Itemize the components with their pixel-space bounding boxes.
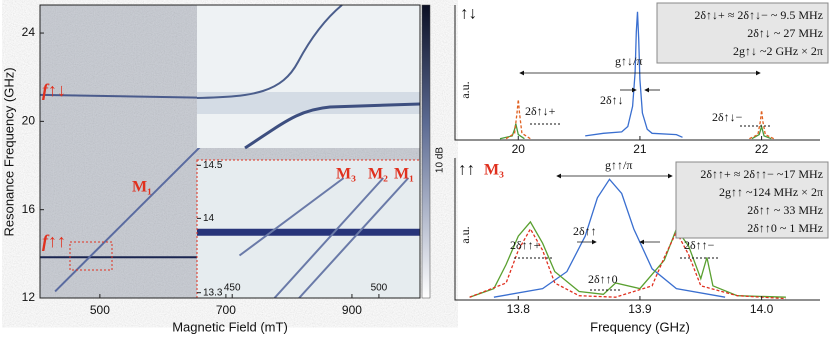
y-tick-label: 14.5 (203, 160, 223, 171)
box-text: 2g↑↓ ~2 GHz × 2π (733, 44, 823, 58)
annotation: 2δ↑↑− (684, 238, 715, 252)
data-line (469, 227, 786, 300)
y-tick-label: 13.3 (203, 287, 223, 298)
annotation: 2δ↑↑0 (588, 272, 618, 286)
box-text: 2δ↑↓ ~ 27 MHz (747, 26, 823, 40)
box-text: 2δ↑↑0 ~ 1 MHz (747, 221, 823, 235)
x-axis-title: Magnetic Field (mT) (172, 319, 288, 334)
data-line (505, 99, 531, 140)
y-axis-title: Resonance Frequency (GHz) (1, 67, 16, 236)
plot-frame (39, 4, 421, 299)
annotation: M₁ (132, 179, 152, 196)
x-tick-label: 500 (90, 303, 110, 317)
data-line (469, 220, 786, 298)
y-axis-title: a.u. (458, 81, 472, 98)
x-tick-label: 13.9 (628, 302, 652, 316)
x-tick-label: 20 (512, 142, 526, 156)
data-line (493, 178, 726, 298)
y-tick-label: 20 (22, 114, 36, 128)
colorbar (421, 4, 431, 299)
box-text: 2δ↑↓+ ≈ 2δ↑↓− ~ 9.5 MHz (694, 8, 823, 22)
y-tick-label: 12 (22, 290, 36, 304)
annotation: M₂ (368, 166, 388, 183)
x-tick-label: 22 (755, 142, 769, 156)
data-line (298, 177, 410, 298)
x-tick-label: 450 (224, 283, 241, 294)
panel-label: M₃ (484, 162, 504, 179)
x-tick-label: 900 (342, 303, 362, 317)
y-tick-label: 24 (22, 25, 36, 39)
y-tick-label: 16 (22, 202, 36, 216)
x-tick-label: 500 (371, 283, 388, 294)
data-line (238, 177, 345, 257)
data-line (273, 177, 385, 298)
info-box (675, 161, 829, 239)
y-tick-label: 14 (203, 213, 215, 224)
annotation: g↑↑/π (605, 158, 632, 172)
spectrum-bottom (469, 178, 786, 300)
data-line (585, 11, 683, 138)
x-tick-label: 21 (633, 142, 647, 156)
annotation: 2δ↑↓ (600, 93, 624, 107)
panel-label: ↑↓ (460, 3, 477, 22)
x-tick-label: 700 (216, 303, 236, 317)
box-text: 2δ↑↑+ ≈ 2δ↑↑− ~17 MHz (700, 167, 823, 181)
info-box (656, 2, 829, 64)
inset-lines (197, 177, 420, 298)
annotation: f↑↓ (42, 80, 66, 100)
annotation: f↑↑ (42, 231, 66, 251)
axes (454, 5, 820, 141)
y-axis-title: a.u. (458, 226, 472, 243)
box-text: 2δ↑↑ ~ 33 MHz (747, 203, 823, 217)
annotation: 2δ↑↓+ (525, 104, 556, 118)
x-tick-label: 14.0 (750, 302, 774, 316)
x-tick-label: 13.8 (507, 302, 531, 316)
annotation: g↑↓/π (615, 54, 642, 68)
annotation: 2δ↑↓− (712, 110, 743, 124)
annotation: 2δ↑↑+ (510, 238, 541, 252)
panel-label: ↑↑ (458, 159, 475, 178)
annotation: M₁ (394, 166, 414, 183)
annotation: 2δ↑↑ (573, 224, 597, 238)
zoom-box (69, 241, 113, 271)
axes (454, 158, 820, 301)
upper-inset (196, 4, 421, 150)
box-text: 2g↑↑ ~124 MHz × 2π (719, 185, 823, 199)
annotation: M₃ (336, 166, 356, 183)
colorbar-label: 10 dB (435, 147, 446, 173)
x-axis-title: Frequency (GHz) (590, 319, 690, 334)
